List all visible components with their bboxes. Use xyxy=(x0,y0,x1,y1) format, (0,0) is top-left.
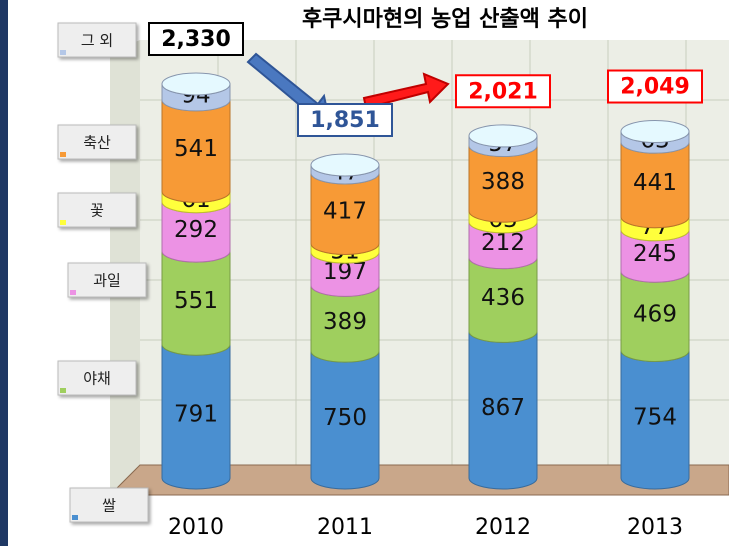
value-label: 417 xyxy=(323,199,367,225)
legend-swatch xyxy=(70,290,76,295)
value-label: 867 xyxy=(481,395,525,421)
legend-swatch xyxy=(60,220,66,225)
value-label: 754 xyxy=(633,405,677,431)
legend-swatch xyxy=(60,152,66,157)
value-label: 551 xyxy=(174,288,218,314)
legend-label: 과일 xyxy=(93,272,121,290)
x-tick-label: 2012 xyxy=(475,515,531,540)
total-label: 2,021 xyxy=(468,79,538,104)
cylinder-top xyxy=(162,73,230,95)
legend-swatch xyxy=(60,388,66,393)
left-strip xyxy=(0,0,8,546)
value-label: 441 xyxy=(633,170,677,196)
cylinder-top xyxy=(621,121,689,143)
x-tick-label: 2010 xyxy=(168,515,224,540)
value-label: 292 xyxy=(174,217,218,243)
chart-title: 후쿠시마현의 농업 산출액 추이 xyxy=(302,7,588,32)
value-label: 750 xyxy=(323,405,367,431)
total-label: 2,049 xyxy=(620,75,690,100)
total-label: 1,851 xyxy=(310,108,380,133)
legend-label: 축산 xyxy=(83,134,111,152)
total-label: 2,330 xyxy=(161,27,231,52)
legend-item: 그 외 xyxy=(58,23,136,57)
legend-item: 쌀 xyxy=(70,488,148,522)
value-label: 469 xyxy=(633,301,677,327)
legend-label: 그 외 xyxy=(81,32,113,50)
legend-item: 축산 xyxy=(58,125,136,159)
x-tick-label: 2013 xyxy=(627,515,683,540)
value-label: 388 xyxy=(481,169,525,195)
legend-swatch xyxy=(60,50,66,55)
legend-label: 야채 xyxy=(83,370,111,388)
x-tick-label: 2011 xyxy=(317,515,373,540)
legend-item: 야채 xyxy=(58,361,136,395)
legend-item: 꽃 xyxy=(58,193,136,227)
legend-label: 쌀 xyxy=(102,497,116,515)
legend-swatch xyxy=(72,515,78,520)
value-label: 389 xyxy=(323,309,367,335)
chart: 후쿠시마현의 농업 산출액 추이 791551292615419420102,3… xyxy=(0,0,729,546)
value-label: 212 xyxy=(481,230,525,256)
value-label: 541 xyxy=(174,136,218,162)
legend-label: 꽃 xyxy=(90,202,104,220)
value-label: 791 xyxy=(174,402,218,428)
value-label: 245 xyxy=(633,241,677,267)
cylinder-top xyxy=(469,125,537,147)
legend-item: 과일 xyxy=(68,263,146,297)
value-label: 436 xyxy=(481,285,525,311)
cylinder-top xyxy=(311,154,379,176)
